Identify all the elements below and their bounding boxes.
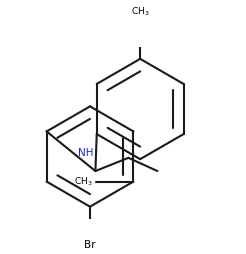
Text: CH$_3$: CH$_3$ xyxy=(131,5,150,18)
Text: Br: Br xyxy=(84,240,96,250)
Text: NH: NH xyxy=(77,148,93,157)
Text: CH$_3$: CH$_3$ xyxy=(74,175,92,188)
